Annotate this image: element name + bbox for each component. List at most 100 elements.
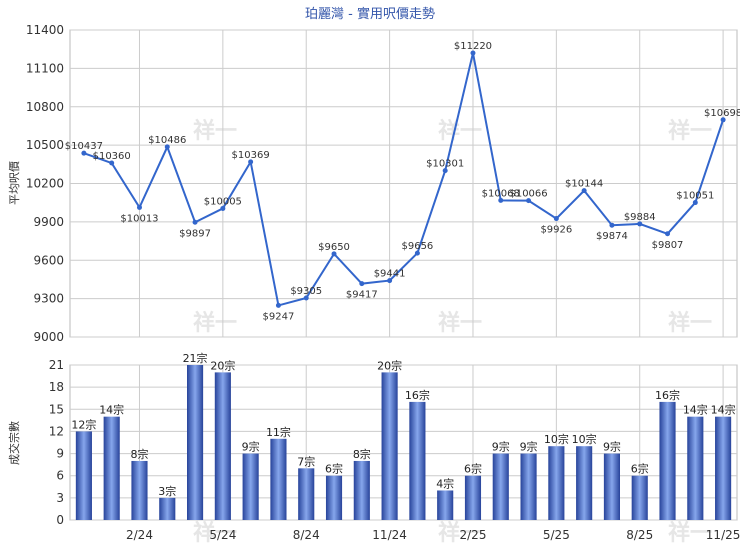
price-data-label: $11220 — [454, 41, 492, 52]
bar-y-tick-label: 12 — [49, 424, 64, 438]
bar-y-tick-label: 21 — [49, 358, 64, 372]
price-point — [692, 200, 698, 206]
deal-count-bar — [492, 453, 509, 520]
deal-count-bar — [715, 416, 732, 520]
watermark-text: 祥一 — [438, 520, 482, 546]
bar-data-label: 12宗 — [71, 417, 96, 431]
deal-count-bar — [325, 475, 343, 520]
deal-count-bar — [520, 453, 537, 520]
price-data-label: $10301 — [426, 159, 464, 170]
deal-count-bar — [409, 401, 426, 520]
deal-count-bar — [576, 446, 593, 520]
watermark-text: 祥一 — [438, 310, 482, 336]
price-point — [581, 188, 587, 194]
bar-data-label: 9宗 — [242, 440, 260, 454]
price-point — [526, 198, 532, 204]
price-point — [665, 231, 671, 237]
price-data-label: $9305 — [290, 286, 322, 297]
price-point — [359, 281, 365, 287]
x-tick-label: 11/25 — [706, 528, 740, 542]
price-point — [442, 168, 448, 174]
price-point — [248, 159, 254, 165]
bar-data-label: 16宗 — [405, 388, 430, 402]
x-tick-label: 5/24 — [209, 528, 236, 542]
price-point — [275, 302, 281, 308]
price-point — [164, 144, 170, 150]
price-data-label: $9417 — [346, 290, 378, 301]
price-point — [609, 222, 615, 228]
bar-data-label: 16宗 — [655, 388, 680, 402]
price-data-label: $10066 — [509, 189, 547, 200]
bar-y-tick-label: 0 — [56, 513, 64, 527]
line-y-tick-label: 10500 — [26, 138, 64, 152]
x-tick-label: 8/25 — [626, 528, 653, 542]
line-y-tick-label: 11400 — [26, 23, 64, 37]
bar-data-label: 14宗 — [711, 403, 736, 417]
price-point — [331, 251, 337, 257]
price-data-label: $9897 — [179, 228, 211, 239]
price-point — [470, 50, 476, 56]
bar-y-axis-label: 成交宗數 — [7, 421, 21, 465]
bar-data-label: 6宗 — [631, 462, 649, 476]
price-data-label: $9807 — [652, 240, 684, 251]
bar-data-label: 7宗 — [297, 454, 315, 468]
price-data-label: $9884 — [624, 212, 656, 223]
chart-title: 珀麗灣 - 實用呎價走勢 — [305, 6, 435, 22]
watermark-text: 祥一 — [193, 118, 237, 144]
watermark-text: 祥一 — [668, 310, 712, 336]
line-y-tick-label: 9000 — [33, 330, 64, 344]
bar-y-tick-label: 3 — [56, 491, 64, 505]
deal-count-bar — [659, 401, 676, 520]
bar-data-label: 8宗 — [353, 447, 371, 461]
deal-count-bar — [631, 475, 648, 520]
bar-data-label: 9宗 — [492, 440, 510, 454]
price-data-label: $10437 — [65, 141, 103, 152]
watermark-text: 祥一 — [193, 520, 237, 546]
deal-count-bar — [242, 453, 259, 520]
deal-count-bar — [103, 416, 120, 520]
price-series-line — [83, 52, 725, 307]
price-data-label: $10005 — [204, 196, 242, 207]
price-data-label: $10698 — [704, 108, 740, 119]
line-y-tick-label: 10800 — [26, 100, 64, 114]
price-point — [720, 117, 726, 123]
price-point — [553, 216, 559, 222]
bar-data-label: 20宗 — [377, 358, 402, 372]
x-tick-label: 11/24 — [372, 528, 407, 542]
bar-data-label: 4宗 — [436, 476, 454, 490]
price-data-label: $10144 — [565, 179, 603, 190]
x-tick-label: 2/25 — [460, 528, 487, 542]
price-data-label: $9926 — [540, 225, 572, 236]
deal-count-bar — [298, 468, 315, 520]
deal-count-bar — [159, 497, 176, 520]
line-y-axis-label: 平均呎價 — [7, 161, 21, 205]
watermark-text: 祥一 — [438, 118, 482, 144]
price-point — [192, 219, 198, 225]
x-tick-label: 5/25 — [543, 528, 570, 542]
price-data-label: $10360 — [93, 151, 131, 162]
price-point — [81, 150, 87, 156]
watermark-text: 祥一 — [668, 520, 712, 546]
price-point — [109, 160, 115, 166]
price-point — [414, 250, 420, 256]
line-y-tick-label: 9900 — [33, 215, 64, 229]
price-data-label: $10369 — [232, 150, 270, 161]
price-data-label: $10013 — [120, 213, 158, 224]
bar-data-label: 8宗 — [130, 447, 148, 461]
bar-data-label: 3宗 — [158, 484, 176, 498]
price-data-label: $10486 — [148, 135, 186, 146]
bar-y-tick-label: 6 — [56, 469, 64, 483]
deal-count-bar — [603, 453, 620, 520]
bar-data-label: 21宗 — [183, 351, 208, 365]
deal-count-bar — [437, 490, 454, 520]
line-y-tick-label: 11100 — [26, 61, 64, 75]
bar-data-label: 6宗 — [325, 462, 343, 476]
deal-count-bar — [214, 372, 231, 520]
price-data-label: $9874 — [596, 231, 628, 242]
bar-y-tick-label: 18 — [49, 380, 64, 394]
watermark-text: 祥一 — [668, 118, 712, 144]
deal-count-bar — [381, 372, 398, 520]
